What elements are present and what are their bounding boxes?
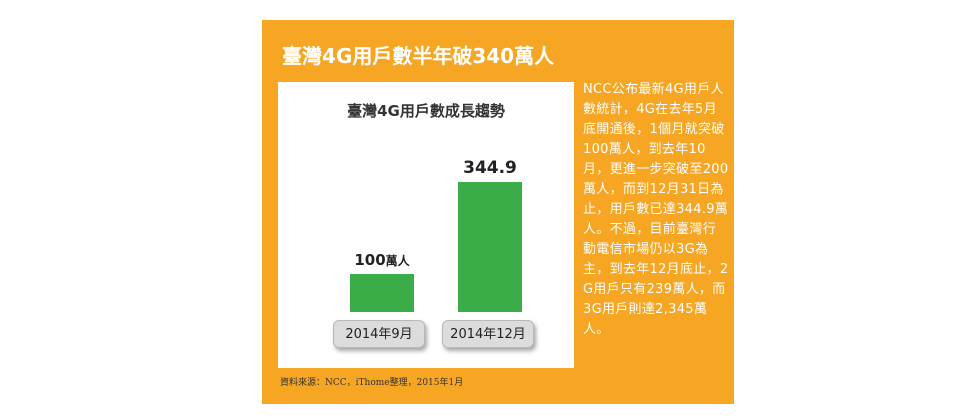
- chart-title: 臺灣4G用戶數成長趨勢: [347, 102, 505, 120]
- data-label-2014-sep: 100萬人: [340, 250, 424, 269]
- infographic-card: 臺灣4G用戶數半年破340萬人 臺灣4G用戶數成長趨勢 100萬人 344.9 …: [262, 20, 734, 404]
- bar-2014-dec: [458, 182, 522, 312]
- article-text: NCC公布最新4G用戶人數統計，4G在去年5月底開通後，1個月就突破100萬人，…: [583, 82, 729, 337]
- category-label-2014-sep: 2014年9月: [333, 320, 425, 348]
- data-label-value: 344.9: [463, 158, 517, 178]
- data-label-2014-dec: 344.9: [448, 158, 532, 178]
- chart-panel: 臺灣4G用戶數成長趨勢 100萬人 344.9 2014年9月 2014年12月: [278, 82, 574, 368]
- data-label-unit: 萬人: [385, 254, 410, 268]
- source-note: 資料來源：NCC，iThome整理，2015年1月: [280, 378, 464, 388]
- data-label-value: 100: [354, 251, 386, 269]
- bar-2014-sep: [350, 274, 414, 312]
- headline: 臺灣4G用戶數半年破340萬人: [282, 44, 555, 68]
- category-label-2014-dec: 2014年12月: [442, 320, 534, 348]
